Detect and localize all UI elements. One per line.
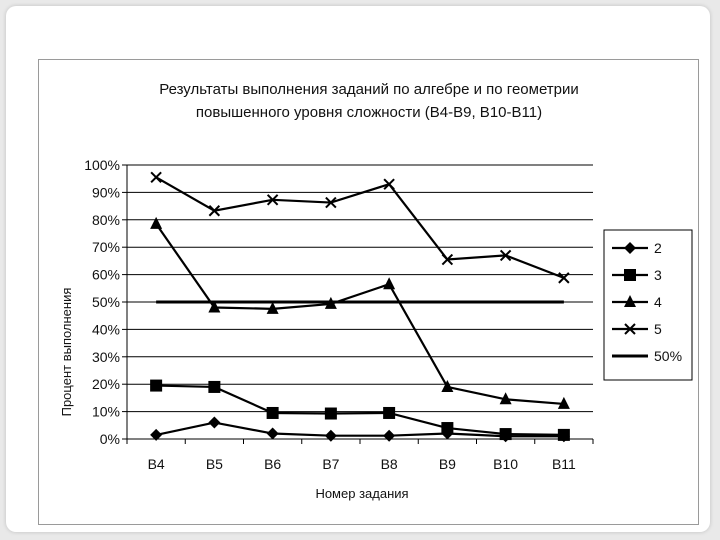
legend-item: 50% — [612, 348, 682, 364]
y-tick-label: 20% — [92, 376, 120, 392]
legend-label: 5 — [654, 321, 662, 337]
data-point — [266, 406, 279, 419]
slide: Результаты выполнения заданий по алгебре… — [6, 6, 710, 532]
series-2 — [150, 379, 570, 441]
data-point — [266, 194, 279, 206]
line-chart: Результаты выполнения заданий по алгебре… — [59, 81, 693, 501]
y-tick-label: 0% — [100, 431, 120, 447]
data-point — [324, 429, 337, 442]
y-tick-label: 40% — [92, 321, 120, 337]
data-point — [383, 277, 396, 290]
legend-item: 5 — [612, 321, 662, 337]
y-tick-label: 50% — [92, 294, 120, 310]
data-point — [324, 407, 337, 420]
x-tick-label: B7 — [322, 456, 339, 472]
legend-item: 2 — [612, 240, 662, 256]
y-tick-label: 70% — [92, 239, 120, 255]
legend-marker — [624, 323, 636, 335]
legend-marker — [624, 295, 636, 307]
data-point — [557, 428, 570, 441]
data-point — [499, 392, 512, 405]
x-tick-label: B11 — [552, 456, 576, 472]
x-tick-label: B10 — [493, 456, 518, 472]
y-tick-label: 80% — [92, 212, 120, 228]
data-point — [383, 429, 396, 442]
legend-label: 2 — [654, 240, 662, 256]
chart-frame: Результаты выполнения заданий по алгебре… — [38, 59, 699, 525]
series-line — [156, 384, 564, 436]
x-tick-label: B9 — [439, 456, 456, 472]
legend: 2 3 4 5 50% — [603, 229, 693, 381]
data-point — [557, 396, 570, 409]
series-4 — [150, 171, 570, 284]
x-tick-labels: B4 B5 B6 B7 B8 B9 B10 B11 — [148, 456, 576, 472]
y-tick-label: 30% — [92, 349, 120, 365]
data-point — [325, 196, 337, 209]
data-point — [208, 205, 221, 217]
legend-label: 4 — [654, 294, 662, 310]
series-line — [155, 223, 564, 406]
data-point — [441, 253, 454, 266]
x-tick-label: B5 — [206, 456, 223, 472]
series-line — [155, 176, 565, 279]
data-point — [499, 249, 512, 262]
series-line — [155, 421, 564, 438]
gridlines — [122, 164, 594, 444]
data-point — [266, 427, 279, 440]
chart-title-line2: повышенного уровня сложности (В4-В9, В10… — [196, 104, 542, 121]
data-point — [208, 380, 221, 393]
data-point — [208, 300, 221, 313]
legend-label: 50% — [654, 348, 682, 364]
data-point — [150, 379, 163, 392]
data-point — [383, 178, 395, 190]
x-axis-label: Номер задания — [315, 486, 408, 501]
x-tick-label: B4 — [148, 456, 165, 472]
chart-title-line1: Результаты выполнения заданий по алгебре… — [159, 81, 579, 98]
y-tick-labels: 0% 10% 20% 30% 40% 50% 60% 70% 80% 90% 100% — [84, 157, 120, 447]
data-point — [499, 428, 512, 441]
y-tick-label: 60% — [92, 267, 120, 283]
data-point — [383, 406, 396, 419]
y-tick-label: 90% — [92, 184, 120, 200]
data-point — [441, 379, 454, 392]
legend-item: 4 — [612, 294, 662, 310]
legend-label: 3 — [654, 267, 662, 283]
data-point — [150, 428, 163, 441]
y-tick-label: 100% — [84, 157, 120, 173]
data-point — [558, 272, 570, 284]
data-point — [150, 216, 163, 229]
data-point — [150, 171, 162, 184]
data-point — [441, 422, 454, 435]
legend-marker — [624, 242, 636, 254]
series-layer — [150, 171, 570, 443]
y-axis-label: Процент выполнения — [59, 288, 74, 417]
series-3 — [150, 216, 570, 409]
x-tick-label: B6 — [264, 456, 281, 472]
legend-item: 3 — [612, 267, 662, 283]
x-tick-label: B8 — [381, 456, 398, 472]
y-tick-label: 10% — [92, 404, 120, 420]
data-point — [208, 416, 221, 429]
data-point — [266, 301, 279, 314]
legend-marker — [624, 269, 636, 281]
